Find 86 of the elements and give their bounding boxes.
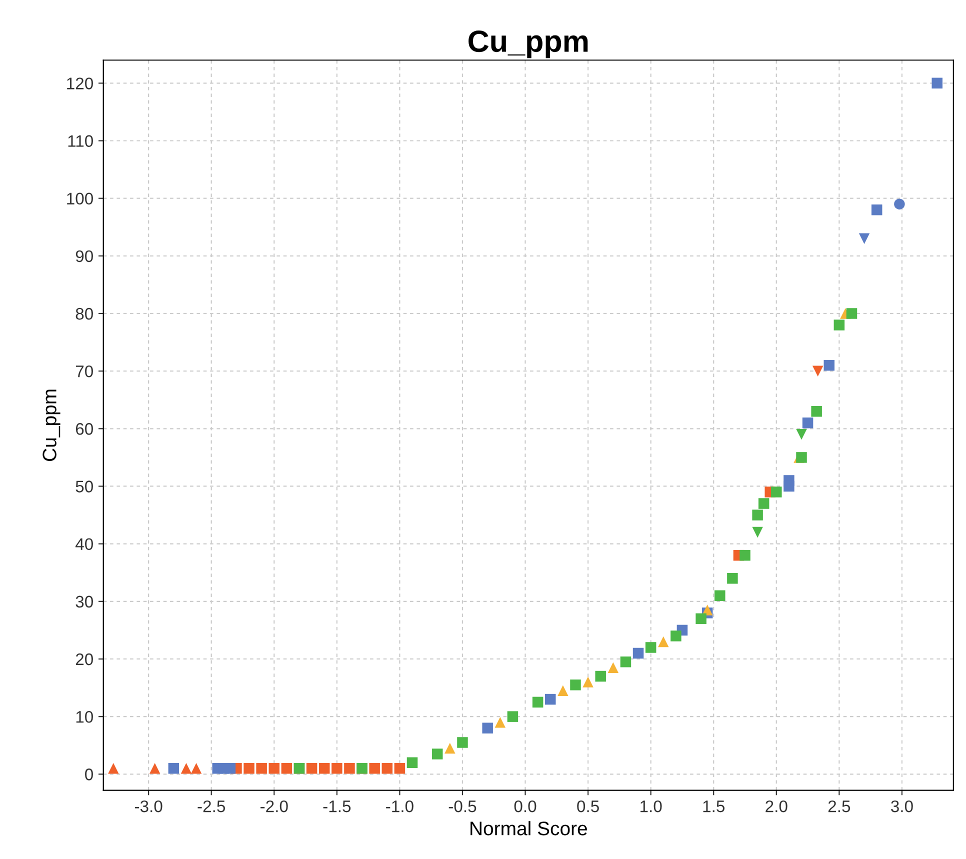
point <box>268 763 280 774</box>
point <box>752 510 763 520</box>
point <box>532 696 544 708</box>
point <box>932 78 942 89</box>
y-axis-title: Cu_ppm <box>42 390 60 461</box>
point <box>802 418 814 428</box>
point <box>180 763 192 774</box>
point <box>544 694 556 705</box>
point <box>344 763 355 774</box>
point <box>394 763 406 774</box>
point <box>582 676 594 688</box>
x-tick-label: 1.5 <box>703 800 724 812</box>
point <box>382 763 393 774</box>
y-tick-label: 120 <box>67 78 93 90</box>
point <box>632 648 644 659</box>
point <box>740 550 750 561</box>
y-tick-label: 10 <box>76 710 93 723</box>
point <box>608 662 619 674</box>
point <box>858 233 870 244</box>
y-tick-label: 50 <box>76 480 93 492</box>
point <box>190 763 202 774</box>
point <box>714 590 726 602</box>
y-tick-label: 80 <box>76 308 93 320</box>
y-tick-label: 0 <box>85 768 93 780</box>
point <box>149 763 160 774</box>
point <box>670 630 682 642</box>
point <box>482 722 493 734</box>
point <box>256 763 267 774</box>
point <box>846 308 858 319</box>
point <box>894 198 905 210</box>
x-axis-title: Normal Score <box>470 821 587 836</box>
point <box>281 763 292 774</box>
point <box>168 763 180 774</box>
y-tick-label: 40 <box>75 538 93 550</box>
point <box>432 748 443 760</box>
chart-title: Cu_ppm <box>468 30 588 58</box>
point <box>784 480 794 492</box>
x-tick-label: 2.0 <box>766 800 788 812</box>
point <box>658 636 669 648</box>
point <box>824 360 835 371</box>
point <box>369 763 380 774</box>
x-tick-label: 1.0 <box>640 800 662 812</box>
point <box>696 613 706 624</box>
y-tick-label: 110 <box>68 135 93 147</box>
point <box>811 406 822 417</box>
point <box>834 320 845 330</box>
point <box>727 572 738 584</box>
point <box>318 763 330 774</box>
x-tick-label: 3.0 <box>891 800 913 812</box>
point <box>306 763 318 774</box>
point <box>494 716 506 728</box>
y-tick-label: 60 <box>76 423 93 435</box>
x-tick-label: -2.5 <box>198 800 226 812</box>
point <box>796 429 807 440</box>
point <box>406 757 418 768</box>
y-tick-label: 100 <box>67 192 93 205</box>
point <box>620 656 632 668</box>
x-tick-label: -3.0 <box>134 800 162 812</box>
x-tick-label: 0.0 <box>514 800 536 812</box>
point <box>645 642 656 653</box>
point <box>457 737 468 748</box>
x-tick-label: 2.5 <box>828 800 850 812</box>
point <box>558 685 568 696</box>
point <box>771 486 782 498</box>
y-tick-label: 90 <box>76 250 93 262</box>
x-tick-label: -1.5 <box>323 800 351 812</box>
point <box>595 670 606 682</box>
y-tick-label: 30 <box>76 596 93 608</box>
point <box>332 763 342 774</box>
x-tick-label: -1.0 <box>386 800 414 812</box>
point <box>244 763 254 774</box>
point <box>758 498 770 509</box>
y-tick-label: 20 <box>76 653 93 666</box>
point <box>871 204 882 216</box>
point <box>224 763 236 774</box>
x-tick-label: -0.5 <box>448 800 476 812</box>
x-tick-label: 0.5 <box>577 800 599 812</box>
point <box>570 680 581 690</box>
point <box>507 711 518 722</box>
point <box>752 526 763 538</box>
point <box>108 763 119 774</box>
point <box>444 742 456 754</box>
point <box>812 366 824 376</box>
point <box>796 452 807 463</box>
x-tick-label: -2.0 <box>260 800 288 812</box>
y-tick-label: 70 <box>76 365 93 378</box>
